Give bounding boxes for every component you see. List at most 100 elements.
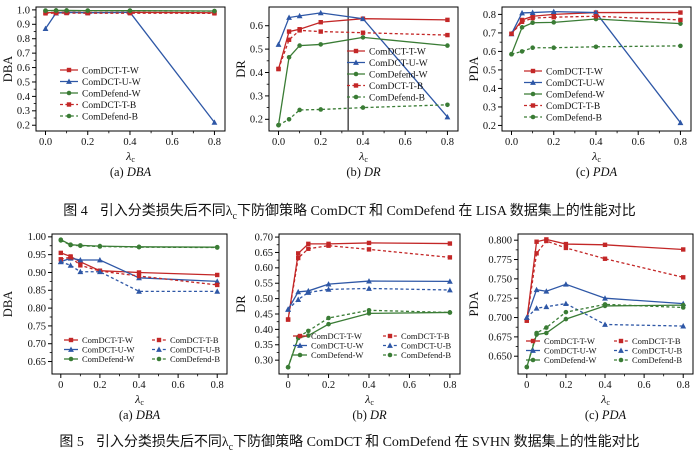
legend-marker-ComDefend-W xyxy=(69,356,74,361)
legend-marker-ComDCT-U-B xyxy=(156,346,162,351)
figure4-label: 图 4 xyxy=(63,204,88,219)
legend-marker-ComDefend-B xyxy=(388,352,393,357)
legend-marker-ComDCT-T-B xyxy=(388,334,392,338)
series-marker-ComDCT-T-B xyxy=(544,239,548,243)
series-marker-ComDefend-B xyxy=(128,8,133,13)
y-tick-label: 0.4 xyxy=(483,84,497,95)
y-tick-label: 1.0 xyxy=(17,5,30,16)
series-line-ComDCT-U-W xyxy=(527,284,683,317)
series-marker-ComDefend-B xyxy=(544,325,549,330)
figure4-caption-post: 下防御策略 ComDCT 和 ComDefend 在 LISA 数据集上的性能对… xyxy=(237,204,636,219)
series-marker-ComDCT-T-B xyxy=(68,255,72,259)
series-marker-ComDCT-T-B xyxy=(445,33,449,37)
series-marker-ComDCT-T-B xyxy=(509,32,513,36)
legend-label-ComDCT-T-B: ComDCT-T-B xyxy=(401,331,450,341)
legend-label-ComDCT-U-W: ComDCT-U-W xyxy=(82,344,135,354)
legend-label-ComDCT-T-W: ComDCT-T-W xyxy=(546,67,603,77)
legend-label-ComDefend-B: ComDefend-B xyxy=(170,354,220,364)
series-marker-ComDefend-B xyxy=(448,310,453,315)
legend: ComDCT-T-WComDCT-U-WComDefend-WComDCT-T-… xyxy=(64,335,221,364)
series-marker-ComDefend-B xyxy=(445,102,450,107)
series-marker-ComDCT-T-W xyxy=(681,247,685,251)
y-tick-label: 0.775 xyxy=(488,255,512,266)
y-tick-label: 0.2 xyxy=(250,115,263,126)
y-tick-label: 0.800 xyxy=(488,235,512,246)
x-tick-label: 0.4 xyxy=(589,137,603,148)
x-tick-label: 0.2 xyxy=(322,380,335,391)
legend-label-ComDCT-T-W: ComDCT-T-W xyxy=(544,336,595,346)
series-marker-ComDCT-T-B xyxy=(552,15,556,19)
y-tick-label: 0.65 xyxy=(28,357,46,368)
series-marker-ComDCT-U-W xyxy=(276,41,282,46)
series-marker-ComDCT-T-B xyxy=(361,31,365,35)
series-marker-ComDefend-B xyxy=(520,49,525,54)
y-tick-label: 0.725 xyxy=(488,293,512,304)
series-marker-ComDCT-T-W xyxy=(445,18,449,22)
legend-label-ComDCT-T-W: ComDCT-T-W xyxy=(369,47,426,57)
x-tick-label: 0 xyxy=(285,380,290,391)
legend-label-ComDefend-W: ComDefend-W xyxy=(546,89,605,100)
legend-label-ComDCT-U-W: ComDCT-U-W xyxy=(311,340,364,350)
legend-marker-ComDefend-B xyxy=(157,356,162,361)
series-marker-ComDefend-B xyxy=(54,8,59,13)
series-marker-ComDCT-U-B xyxy=(447,287,453,292)
y-tick-label: 0.6 xyxy=(17,63,30,74)
series-marker-ComDefend-B xyxy=(603,302,608,307)
y-tick-label: 0.2 xyxy=(17,121,30,132)
y-tick-label: 0.35 xyxy=(255,340,273,351)
figure4-chart-row: 0.2 0.3 0.4 0.5 0.6 0.7 0.8 0.9 1.0 0.0 0.2 0.4 0.6 0… xyxy=(0,0,699,192)
series-line-ComDCT-T-W xyxy=(527,239,683,320)
series-marker-ComDefend-W xyxy=(318,42,323,47)
x-tick-label: 0.6 xyxy=(399,137,412,148)
y-tick-label: 0.3 xyxy=(250,91,263,102)
series-marker-ComDCT-T-B xyxy=(448,255,452,259)
series-marker-ComDCT-T-B xyxy=(520,20,524,24)
x-tick-label: 0.8 xyxy=(443,380,456,391)
series-marker-ComDCT-U-B xyxy=(214,288,220,293)
series-marker-ComDefend-B xyxy=(286,365,291,370)
x-tick-label: 0.0 xyxy=(39,137,52,148)
y-tick-label: 0.7 xyxy=(483,28,496,39)
x-tick-label: 0.0 xyxy=(272,137,285,148)
legend-marker-ComDefend-W xyxy=(354,72,359,77)
panel-caption: (c) PDA xyxy=(576,165,618,179)
legend-label-ComDefend-W: ComDefend-W xyxy=(544,355,596,365)
legend-label-ComDefend-W: ComDefend-W xyxy=(82,88,141,99)
legend-label-ComDefend-W: ComDefend-W xyxy=(82,354,134,364)
y-tick-label: 0.40 xyxy=(255,325,273,336)
y-tick-label: 0.7 xyxy=(17,49,30,60)
y-tick-label: 0.9 xyxy=(17,20,30,31)
series-marker-ComDefend-W xyxy=(530,20,535,25)
series-marker-ComDCT-T-W xyxy=(367,241,371,245)
legend-label-ComDefend-B: ComDefend-B xyxy=(401,350,451,360)
series-marker-ComDefend-B xyxy=(215,245,220,250)
x-tick-label: 0.4 xyxy=(123,137,137,148)
series-marker-ComDefend-W xyxy=(326,322,331,327)
legend-label-ComDCT-U-W: ComDCT-U-W xyxy=(544,345,597,355)
series-marker-ComDCT-T-W xyxy=(59,250,63,254)
series-marker-ComDCT-T-B xyxy=(530,16,534,20)
y-axis-label: PDA xyxy=(467,56,481,81)
y-tick-label: 0.65 xyxy=(255,248,273,259)
legend-marker-ComDCT-T-W xyxy=(69,338,73,342)
x-tick-label: 0.8 xyxy=(211,380,224,391)
series-marker-ComDefend-B xyxy=(534,331,539,336)
y-tick-label: 0.5 xyxy=(17,77,30,88)
legend-marker-ComDCT-T-B xyxy=(531,103,535,107)
x-tick-label: 0.2 xyxy=(314,137,327,148)
y-tick-label: 0.4 xyxy=(250,68,264,79)
y-tick-label: 0.8 xyxy=(483,10,496,21)
legend: ComDCT-T-WComDCT-U-WComDefend-WComDCT-T-… xyxy=(293,331,452,360)
y-tick-label: 0.95 xyxy=(28,250,46,261)
legend-label-ComDefend-B: ComDefend-B xyxy=(82,111,138,122)
series-marker-ComDefend-B xyxy=(326,315,331,320)
y-tick-label: 0.3 xyxy=(17,106,30,117)
legend-marker-ComDCT-T-W xyxy=(298,334,302,338)
series-marker-ComDefend-W xyxy=(361,35,366,40)
x-axis-label: λc xyxy=(358,149,368,164)
series-marker-ComDCT-T-B xyxy=(326,243,330,247)
y-axis-label: PDA xyxy=(467,291,481,316)
legend: ComDCT-T-WComDCT-U-WComDefend-WComDCT-T-… xyxy=(524,67,605,123)
